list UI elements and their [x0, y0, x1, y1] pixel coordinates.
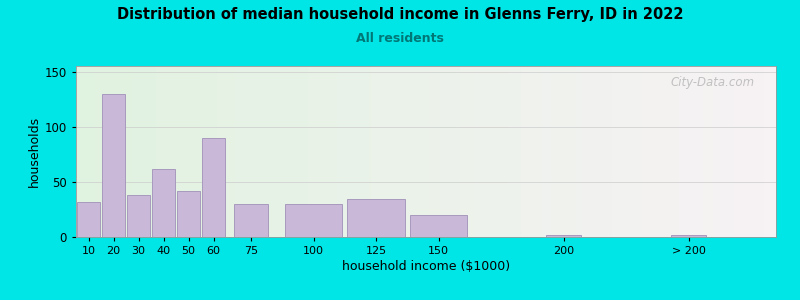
- Bar: [546, 235, 581, 237]
- Bar: [102, 94, 125, 237]
- Bar: [347, 200, 405, 237]
- Bar: [671, 235, 706, 237]
- Bar: [177, 191, 200, 237]
- Text: City-Data.com: City-Data.com: [671, 76, 755, 89]
- Bar: [285, 204, 342, 237]
- Bar: [234, 204, 268, 237]
- Bar: [127, 195, 150, 237]
- Text: Distribution of median household income in Glenns Ferry, ID in 2022: Distribution of median household income …: [117, 8, 683, 22]
- Bar: [152, 169, 175, 237]
- Y-axis label: households: households: [27, 116, 41, 187]
- Bar: [410, 215, 467, 237]
- Bar: [202, 138, 225, 237]
- Bar: [77, 202, 100, 237]
- Text: All residents: All residents: [356, 32, 444, 44]
- X-axis label: household income ($1000): household income ($1000): [342, 260, 510, 273]
